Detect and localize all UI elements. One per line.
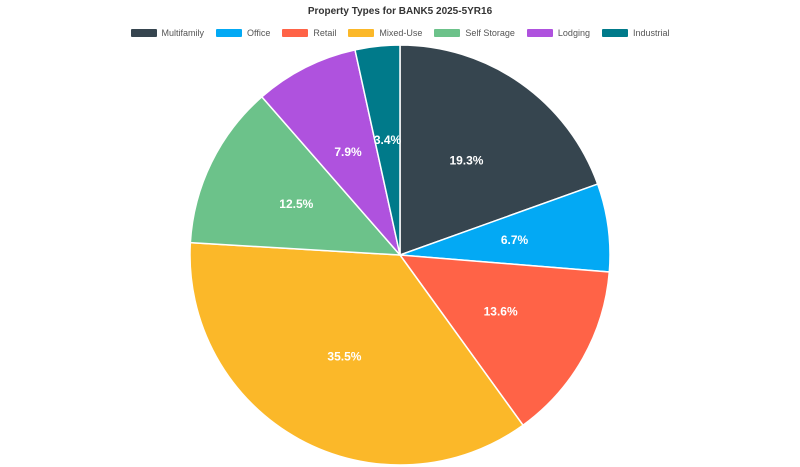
- legend-item-mixed-use[interactable]: Mixed-Use: [348, 28, 422, 38]
- pie-slice-retail[interactable]: [398, 254, 611, 427]
- legend-swatch-self-storage: [434, 29, 461, 37]
- legend-label-lodging: Lodging: [557, 28, 590, 38]
- chart-title: Property Types for BANK5 2025-5YR16: [307, 6, 493, 17]
- legend-label-mixed-use: Mixed-Use: [379, 28, 423, 38]
- legend-swatch-multifamily: [130, 29, 157, 37]
- legend-item-self-storage[interactable]: Self Storage: [434, 28, 515, 38]
- legend-item-industrial[interactable]: Industrial: [601, 28, 670, 38]
- slice-label-lodging: 7.9%: [334, 145, 362, 159]
- legend-label-multifamily: Multifamily: [161, 28, 205, 38]
- legend-swatch-office: [216, 29, 243, 37]
- legend-swatch-industrial: [601, 29, 628, 37]
- legend-item-office[interactable]: Office: [216, 28, 270, 38]
- slice-label-mixed-use: 35.5%: [327, 349, 361, 363]
- slice-label-multifamily: 19.3%: [449, 154, 483, 168]
- legend-swatch-mixed-use: [348, 29, 375, 37]
- legend-item-retail[interactable]: Retail: [282, 28, 336, 38]
- legend-swatch-lodging: [526, 29, 553, 37]
- legend-label-office: Office: [247, 28, 271, 38]
- slice-label-office: 6.7%: [501, 233, 529, 247]
- pie-slice-industrial[interactable]: [354, 44, 401, 256]
- legend-item-multifamily[interactable]: Multifamily: [130, 28, 205, 38]
- legend-label-retail: Retail: [313, 28, 337, 38]
- pie-slice-multifamily[interactable]: [399, 44, 599, 257]
- pie-slice-mixed-use[interactable]: [189, 241, 525, 466]
- legend-label-self-storage: Self Storage: [465, 28, 515, 38]
- legend-swatch-retail: [282, 29, 309, 37]
- slice-label-industrial: 3.4%: [374, 133, 402, 147]
- legend-item-lodging[interactable]: Lodging: [526, 28, 590, 38]
- pie-slice-self-storage[interactable]: [189, 95, 402, 256]
- legend: Multifamily Office Retail Mixed-Use Self…: [0, 28, 800, 38]
- pie-slice-lodging[interactable]: [260, 48, 401, 256]
- slice-label-retail: 13.6%: [484, 305, 518, 319]
- slice-label-self-storage: 12.5%: [279, 197, 313, 211]
- legend-label-industrial: Industrial: [632, 28, 670, 38]
